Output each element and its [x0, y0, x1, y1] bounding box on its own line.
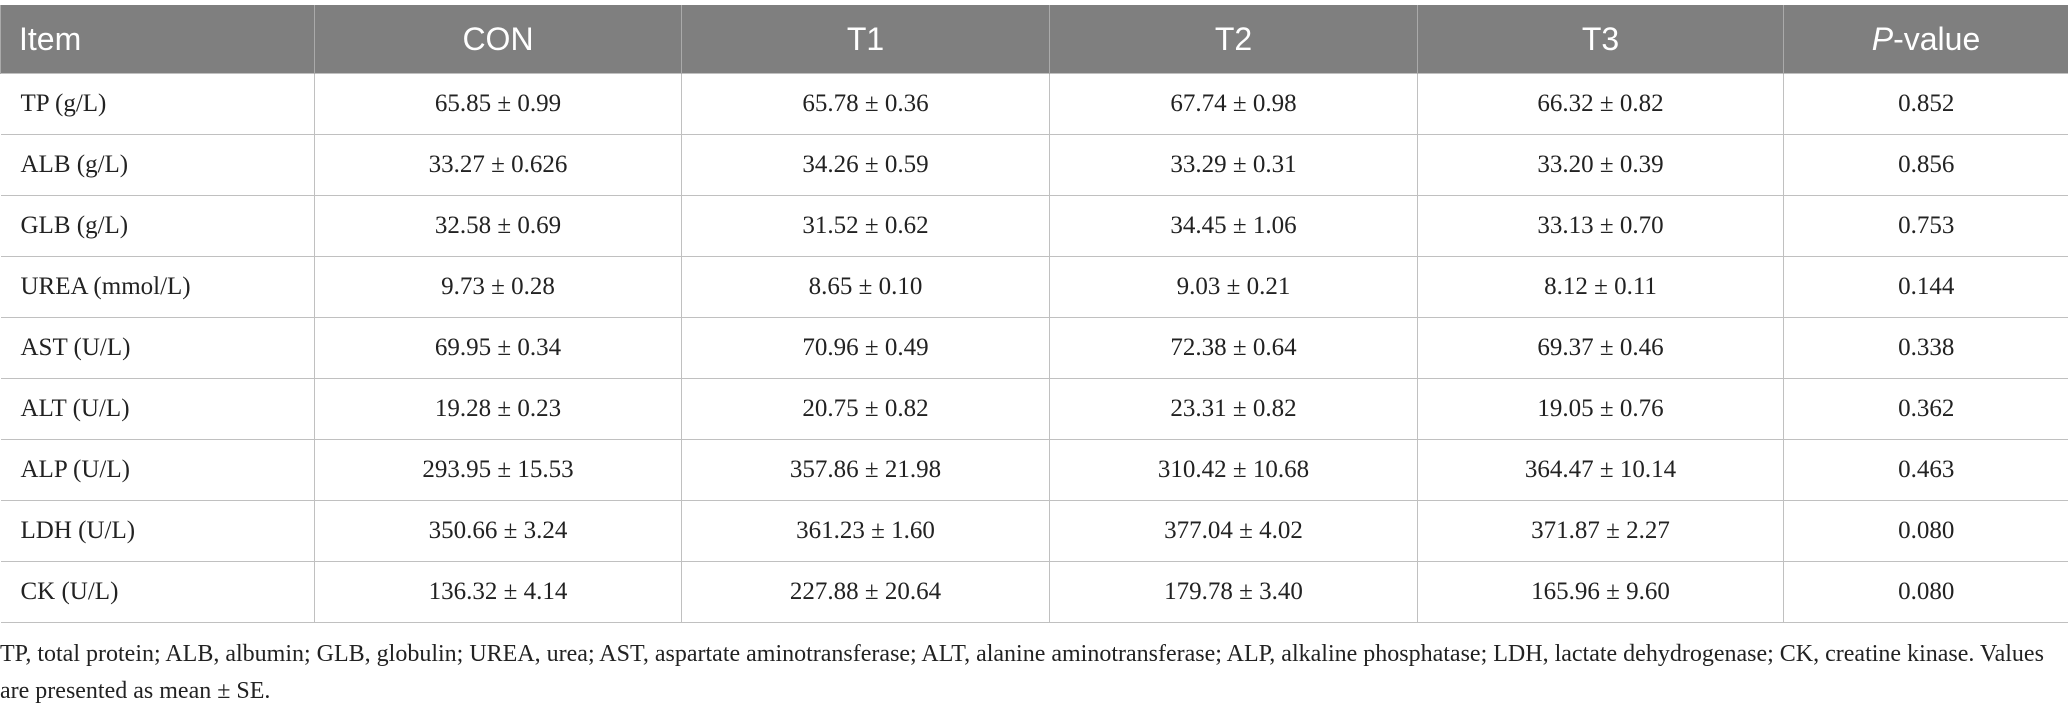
- table-cell: 0.463: [1783, 439, 2068, 501]
- table-cell: 67.74 ± 0.98: [1049, 73, 1418, 135]
- row-label: LDH (U/L): [0, 500, 315, 562]
- table-cell: 0.362: [1783, 378, 2068, 440]
- table-row: GLB (g/L) 32.58 ± 0.69 31.52 ± 0.62 34.45 ±…: [0, 195, 2068, 257]
- table-cell: 9.03 ± 0.21: [1049, 256, 1418, 318]
- table-cell: 293.95 ± 15.53: [314, 439, 682, 501]
- table-cell: 66.32 ± 0.82: [1417, 73, 1784, 135]
- row-label: ALP (U/L): [0, 439, 315, 501]
- footnote: TP, total protein; ALB, albumin; GLB, gl…: [0, 641, 2044, 704]
- header-cell: P-value: [1783, 5, 2068, 74]
- table-cell: 0.852: [1783, 73, 2068, 135]
- table-cell: 33.29 ± 0.31: [1049, 134, 1418, 196]
- table-cell: 32.58 ± 0.69: [314, 195, 682, 257]
- header-cell: T1: [681, 5, 1050, 74]
- header-cell: CON: [314, 5, 682, 74]
- table-cell: 0.856: [1783, 134, 2068, 196]
- table-cell: 9.73 ± 0.28: [314, 256, 682, 318]
- table-cell: 377.04 ± 4.02: [1049, 500, 1418, 562]
- table-cell: 0.080: [1783, 500, 2068, 562]
- row-label: UREA (mmol/L): [0, 256, 315, 318]
- table-cell: 65.78 ± 0.36: [681, 73, 1050, 135]
- row-label: AST (U/L): [0, 317, 315, 379]
- header-cell: Item: [0, 5, 315, 74]
- table-cell: 310.42 ± 10.68: [1049, 439, 1418, 501]
- table-row: ALT (U/L) 19.28 ± 0.23 20.75 ± 0.82 23.31 ±…: [0, 378, 2068, 440]
- table-cell: 227.88 ± 20.64: [681, 561, 1050, 623]
- table-row: ALB (g/L) 33.27 ± 0.626 34.26 ± 0.59 33.29 …: [0, 134, 2068, 196]
- table-cell: 0.753: [1783, 195, 2068, 257]
- table-cell: 33.20 ± 0.39: [1417, 134, 1784, 196]
- table-cell: 0.144: [1783, 256, 2068, 318]
- table-row: UREA (mmol/L) 9.73 ± 0.28 8.65 ± 0.10 9.03 …: [0, 256, 2068, 318]
- table-cell: 350.66 ± 3.24: [314, 500, 682, 562]
- table-cell: 179.78 ± 3.40: [1049, 561, 1418, 623]
- table-cell: 364.47 ± 10.14: [1417, 439, 1784, 501]
- row-label: CK (U/L): [0, 561, 315, 623]
- table-row: AST (U/L) 69.95 ± 0.34 70.96 ± 0.49 72.38 ±…: [0, 317, 2068, 379]
- row-label: ALB (g/L): [0, 134, 315, 196]
- table-cell: 165.96 ± 9.60: [1417, 561, 1784, 623]
- row-label: ALT (U/L): [0, 378, 315, 440]
- table-body: TP (g/L) 65.85 ± 0.99 65.78 ± 0.36 67.74 ± …: [0, 73, 2068, 623]
- table-cell: 136.32 ± 4.14: [314, 561, 682, 623]
- table-cell: 33.27 ± 0.626: [314, 134, 682, 196]
- table-cell: 34.45 ± 1.06: [1049, 195, 1418, 257]
- header-cell: T2: [1049, 5, 1418, 74]
- data-table: Item CON T1 T2 T3 P-value TP (g/L) 65.85 ± 0.9…: [0, 5, 2068, 623]
- table-cell: 31.52 ± 0.62: [681, 195, 1050, 257]
- table-cell: 8.12 ± 0.11: [1417, 256, 1784, 318]
- table-cell: 69.95 ± 0.34: [314, 317, 682, 379]
- table-cell: 69.37 ± 0.46: [1417, 317, 1784, 379]
- header-row: Item CON T1 T2 T3 P-value: [0, 5, 2068, 74]
- table-cell: 19.05 ± 0.76: [1417, 378, 1784, 440]
- table-row: LDH (U/L) 350.66 ± 3.24 361.23 ± 1.60 377.0…: [0, 500, 2068, 562]
- table-cell: 8.65 ± 0.10: [681, 256, 1050, 318]
- table-row: ALP (U/L) 293.95 ± 15.53 357.86 ± 21.98 310…: [0, 439, 2068, 501]
- table-cell: 34.26 ± 0.59: [681, 134, 1050, 196]
- table-cell: 0.338: [1783, 317, 2068, 379]
- table-cell: 0.080: [1783, 561, 2068, 623]
- row-label: TP (g/L): [0, 73, 315, 135]
- table-cell: 33.13 ± 0.70: [1417, 195, 1784, 257]
- table-cell: 70.96 ± 0.49: [681, 317, 1050, 379]
- table-cell: 361.23 ± 1.60: [681, 500, 1050, 562]
- table-cell: 371.87 ± 2.27: [1417, 500, 1784, 562]
- header-cell: T3: [1417, 5, 1784, 74]
- table-cell: 23.31 ± 0.82: [1049, 378, 1418, 440]
- table-cell: 20.75 ± 0.82: [681, 378, 1050, 440]
- table-cell: 19.28 ± 0.23: [314, 378, 682, 440]
- row-label: GLB (g/L): [0, 195, 315, 257]
- table-cell: 65.85 ± 0.99: [314, 73, 682, 135]
- table-row: CK (U/L) 136.32 ± 4.14 227.88 ± 20.64 179.7…: [0, 561, 2068, 623]
- table-row: TP (g/L) 65.85 ± 0.99 65.78 ± 0.36 67.74 ± …: [0, 73, 2068, 135]
- table-cell: 357.86 ± 21.98: [681, 439, 1050, 501]
- table-cell: 72.38 ± 0.64: [1049, 317, 1418, 379]
